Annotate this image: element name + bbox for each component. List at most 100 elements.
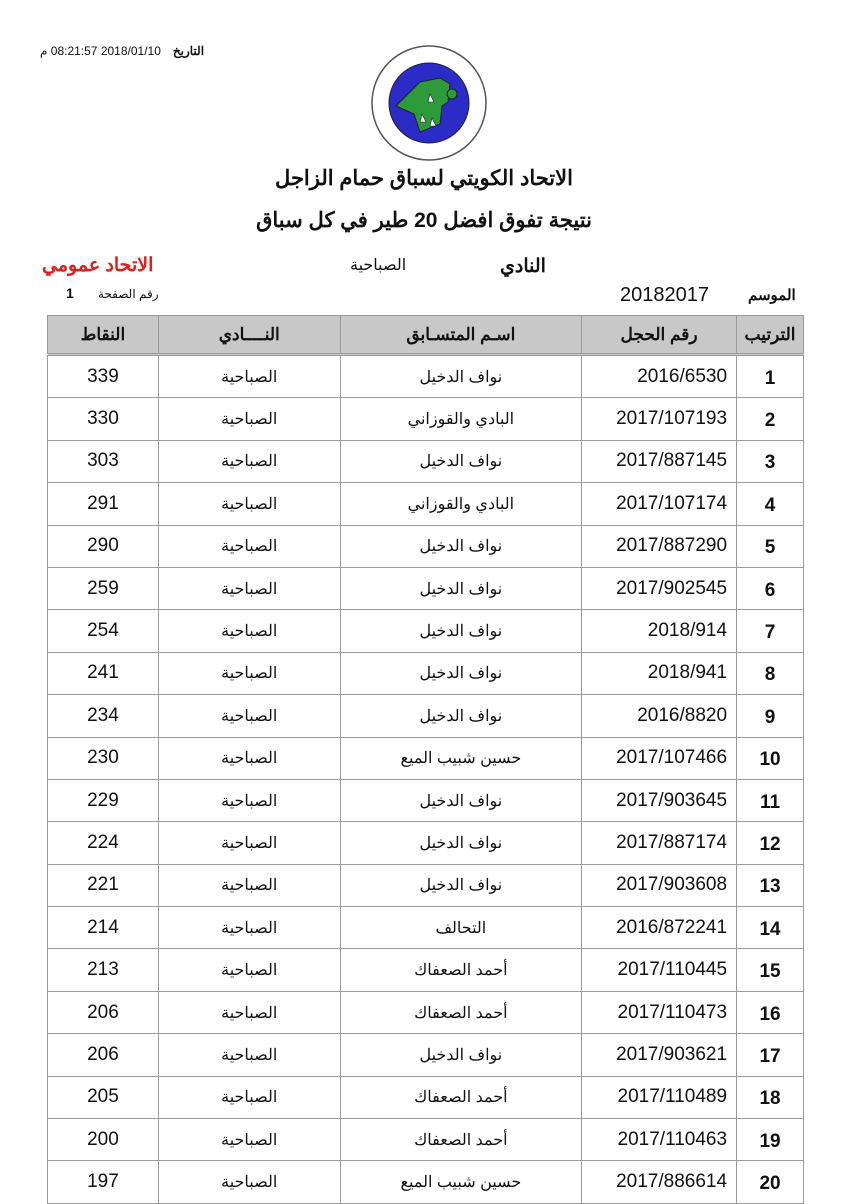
ring-number-cell: 2016/6530: [581, 353, 738, 399]
rank-cell: 15: [736, 948, 804, 992]
table-header-row: الترتيب رقم الحجل اسـم المتسـابق النــــ…: [47, 315, 804, 356]
rank-cell: 17: [736, 1033, 804, 1077]
table-row: 20 2017/886614 حسين شبيب الميع الصباحية 197: [47, 1160, 804, 1204]
ring-number-cell: 2017/110445: [581, 948, 738, 992]
club-cell: الصباحية: [157, 906, 341, 950]
club-cell: الصباحية: [157, 609, 341, 653]
ring-number-cell: 2017/107193: [581, 397, 738, 441]
competitor-name-cell: نواف الدخيل: [339, 778, 583, 823]
club-cell: الصباحية: [157, 736, 341, 780]
scope-label: الاتحاد عمومي: [42, 255, 154, 276]
rank-cell: 6: [736, 566, 804, 611]
ring-number-cell: 2017/107174: [581, 482, 738, 526]
rank-cell: 8: [736, 651, 804, 696]
club-cell: الصباحية: [157, 990, 341, 1035]
table-row: 18 2017/110489 أحمد الصعفاك الصباحية 205: [47, 1075, 804, 1120]
table-row: 17 2017/903621 نواف الدخيل الصباحية 206: [47, 1033, 804, 1077]
points-cell: 339: [47, 353, 159, 399]
rank-cell: 13: [736, 863, 804, 908]
competitor-name-cell: البادي والقوزاني: [339, 482, 583, 526]
competitor-name-cell: نواف الدخيل: [339, 609, 583, 653]
points-cell: 206: [47, 1033, 159, 1077]
club-cell: الصباحية: [157, 778, 341, 823]
rank-cell: 14: [736, 906, 804, 950]
ring-number-cell: 2017/902545: [581, 566, 738, 611]
rank-cell: 16: [736, 990, 804, 1035]
ring-number-cell: 2017/903645: [581, 778, 738, 823]
ring-number-cell: 2018/941: [581, 651, 738, 696]
competitor-name-cell: أحمد الصعفاك: [339, 948, 583, 992]
page-subtitle: نتيجة تفوق افضل 20 طير في كل سباق: [256, 209, 592, 232]
rank-cell: 7: [736, 609, 804, 653]
table-row: 10 2017/107466 حسين شبيب الميع الصباحية 230: [47, 736, 804, 780]
ring-number-cell: 2017/887290: [581, 524, 738, 568]
points-cell: 254: [47, 609, 159, 653]
rank-cell: 18: [736, 1075, 804, 1120]
ring-number-cell: 2017/110473: [581, 990, 738, 1035]
rank-cell: 20: [736, 1160, 804, 1204]
season-value: 20182017: [620, 284, 709, 306]
competitor-name-cell: نواف الدخيل: [339, 863, 583, 908]
points-cell: 206: [47, 990, 159, 1035]
competitor-name-cell: أحمد الصعفاك: [339, 1075, 583, 1120]
ring-number-cell: 2017/887174: [581, 821, 738, 865]
club-cell: الصباحية: [157, 651, 341, 696]
table-row: 13 2017/903608 نواف الدخيل الصباحية 221: [47, 863, 804, 908]
page-number: 1: [66, 285, 74, 301]
points-cell: 303: [47, 439, 159, 484]
ring-number-cell: 2017/887145: [581, 439, 738, 484]
competitor-name-cell: حسين شبيب الميع: [339, 1160, 583, 1204]
points-cell: 197: [47, 1160, 159, 1204]
season-label: الموسم: [748, 287, 796, 304]
table-row: 6 2017/902545 نواف الدخيل الصباحية 259: [47, 566, 804, 611]
print-date: التاريخ 2018/01/10 08:21:57 م: [40, 44, 204, 58]
club-cell: الصباحية: [157, 353, 341, 399]
competitor-name-cell: أحمد الصعفاك: [339, 990, 583, 1035]
table-row: 16 2017/110473 أحمد الصعفاك الصباحية 206: [47, 990, 804, 1035]
club-cell: الصباحية: [157, 1118, 341, 1162]
table-row: 11 2017/903645 نواف الدخيل الصباحية 229: [47, 778, 804, 823]
table-row: 5 2017/887290 نواف الدخيل الصباحية 290: [47, 524, 804, 568]
results-table: الترتيب رقم الحجل اسـم المتسـابق النــــ…: [47, 315, 804, 1204]
page-title: الاتحاد الكويتي لسباق حمام الزاجل: [275, 167, 573, 190]
competitor-name-cell: نواف الدخيل: [339, 1033, 583, 1077]
competitor-name-cell: نواف الدخيل: [339, 694, 583, 738]
points-cell: 330: [47, 397, 159, 441]
ring-number-cell: 2017/886614: [581, 1160, 738, 1204]
points-cell: 241: [47, 651, 159, 696]
club-cell: الصباحية: [157, 1075, 341, 1120]
competitor-name-cell: نواف الدخيل: [339, 566, 583, 611]
club-cell: الصباحية: [157, 948, 341, 992]
rank-cell: 3: [736, 439, 804, 484]
rank-cell: 12: [736, 821, 804, 865]
table-row: 7 2018/914 نواف الدخيل الصباحية 254: [47, 609, 804, 653]
rank-cell: 19: [736, 1118, 804, 1162]
date-label: التاريخ: [172, 44, 205, 58]
club-cell: الصباحية: [157, 694, 341, 738]
page-number-label: رقم الصفحة: [98, 287, 159, 301]
table-row: 8 2018/941 نواف الدخيل الصباحية 241: [47, 651, 804, 696]
club-cell: الصباحية: [157, 566, 341, 611]
ring-number-cell: 2017/903621: [581, 1033, 738, 1077]
table-row: 14 2016/872241 التحالف الصباحية 214: [47, 906, 804, 950]
column-header-ring: رقم الحجل: [581, 315, 738, 356]
rank-cell: 1: [736, 353, 804, 399]
club-cell: الصباحية: [157, 439, 341, 484]
table-row: 3 2017/887145 نواف الدخيل الصباحية 303: [47, 439, 804, 484]
ring-number-cell: 2018/914: [581, 609, 738, 653]
table-row: 4 2017/107174 البادي والقوزاني الصباحية 291: [47, 482, 804, 526]
column-header-rank: الترتيب: [736, 315, 804, 356]
points-cell: 229: [47, 778, 159, 823]
competitor-name-cell: التحالف: [339, 906, 583, 950]
competitor-name-cell: البادي والقوزاني: [339, 397, 583, 441]
competitor-name-cell: نواف الدخيل: [339, 439, 583, 484]
points-cell: 224: [47, 821, 159, 865]
club-cell: الصباحية: [157, 821, 341, 865]
table-row: 15 2017/110445 أحمد الصعفاك الصباحية 213: [47, 948, 804, 992]
rank-cell: 2: [736, 397, 804, 441]
rank-cell: 5: [736, 524, 804, 568]
competitor-name-cell: أحمد الصعفاك: [339, 1118, 583, 1162]
club-cell: الصباحية: [157, 397, 341, 441]
competitor-name-cell: حسين شبيب الميع: [339, 736, 583, 780]
ring-number-cell: 2017/903608: [581, 863, 738, 908]
